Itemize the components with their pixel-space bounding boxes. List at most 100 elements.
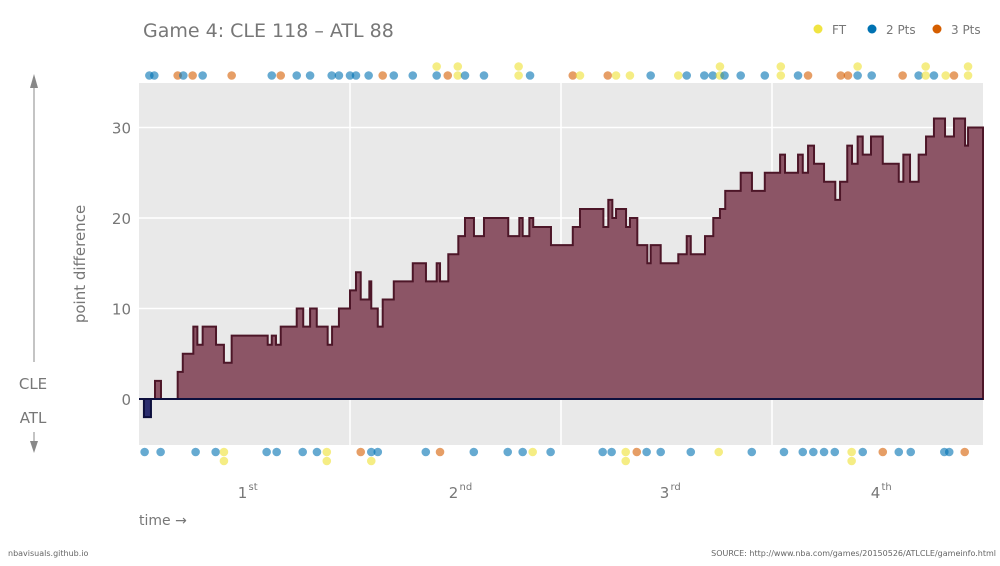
cle-score-dot-2pts [793,71,803,80]
atl-score-dot-ft [714,447,724,457]
atl-score-dot-2pts [366,447,376,457]
cle-score-dot-ft [611,71,621,80]
quarter-label: 3 [660,484,670,502]
cle-score-dot-ft [575,71,585,80]
quarter-label-suffix: nd [460,482,473,493]
cle-score-dot-ft [941,71,951,80]
atl-score-dot-2pts [607,447,616,457]
cle-arrow-icon [30,74,38,88]
atl-score-dot-2pts [819,447,829,457]
y-tick-label: 20 [112,210,131,228]
atl-score-dot-2pts [809,447,818,457]
cle-score-dot-ft [921,71,930,80]
atl-score-dot-ft [621,456,631,466]
atl-score-dot-3pts [960,447,970,457]
atl-score-dot-ft [219,456,229,466]
atl-score-dot-2pts [298,447,308,457]
cle-score-dot-2pts [351,71,361,80]
atl-score-dot-2pts [944,447,954,457]
cle-score-dot-2pts [179,71,188,80]
cle-score-dot-2pts [525,71,535,80]
atl-score-dot-2pts [894,447,904,457]
cle-score-dot-2pts [760,71,770,80]
legend-3pts-swatch [932,24,942,34]
atl-score-dot-2pts [546,447,555,457]
atl-score-dot-ft [621,447,631,457]
atl-score-dot-2pts [262,447,271,457]
cle-score-dot-ft [921,62,930,71]
cle-score-dot-2pts [389,71,399,80]
y-tick-label: 30 [112,120,131,138]
cle-score-dot-2pts [460,71,470,80]
cle-score-dot-3pts [378,71,388,80]
x-axis-label: time → [139,513,187,529]
cle-score-dot-2pts [149,71,159,80]
atl-score-dot-2pts [191,447,200,457]
source-credit: SOURCE: http://www.nba.com/games/2015052… [711,549,996,558]
atl-score-dot-ft [847,447,856,457]
atl-score-dot-2pts [211,447,220,457]
atl-score-dot-2pts [469,447,479,457]
cle-score-dot-2pts [929,71,939,80]
atl-score-dot-2pts [503,447,513,457]
atl-score-dot-2pts [656,447,665,457]
cle-score-dot-2pts [700,71,709,80]
cle-score-dot-3pts [949,71,959,80]
site-credit: nbavisuals.github.io [8,549,89,558]
atl-lead-area [139,398,983,419]
cle-score-dot-2pts [198,71,207,80]
quarter-label-suffix: th [882,482,892,493]
cle-score-dot-2pts [736,71,746,80]
cle-score-dot-2pts [914,71,923,80]
cle-score-dot-2pts [708,71,718,80]
atl-score-dot-2pts [858,447,868,457]
atl-score-dot-2pts [598,447,607,457]
cle-score-dot-ft [673,71,683,80]
atl-score-dot-ft [322,447,332,457]
quarter-label: 2 [449,484,459,502]
atl-score-dot-2pts [830,447,840,457]
legend-3pts-label: 3 Pts [951,23,981,37]
chart-title: Game 4: CLE 118 – ATL 88 [143,20,394,42]
quarter-label-suffix: st [249,482,258,493]
cle-score-dot-ft [514,62,523,71]
cle-score-dot-3pts [276,71,286,80]
legend-2pts-label: 2 Pts [886,23,916,37]
atl-score-dot-2pts [140,447,149,457]
cle-score-dot-2pts [334,71,344,80]
team-below-label: ATL [20,409,47,427]
atl-score-dot-ft [219,447,229,457]
cle-score-dot-ft [514,71,523,80]
atl-score-dot-3pts [356,447,366,457]
atl-arrow-icon [30,441,38,453]
atl-score-dot-ft [528,447,537,457]
cle-score-dot-2pts [364,71,373,80]
cle-score-dot-2pts [267,71,277,80]
atl-score-dot-2pts [421,447,431,457]
cle-score-dot-2pts [682,71,692,80]
lead-area [139,117,984,419]
cle-score-dot-3pts [227,71,236,80]
cle-score-dot-ft [715,62,725,71]
legend-2pts-swatch [867,24,877,34]
atl-score-dot-2pts [686,447,696,457]
y-tick-labels: 0 10 20 30 [112,120,131,410]
atl-score-dot-2pts [373,447,383,457]
cle-score-dot-3pts [843,71,853,80]
legend-ft-swatch [813,24,823,34]
cle-score-dot-ft [453,71,463,80]
atl-score-dot-2pts [798,447,808,457]
cle-score-dot-3pts [898,71,907,80]
atl-score-dot-2pts [312,447,322,457]
cle-score-dot-3pts [603,71,613,80]
atl-score-dot-3pts [632,447,642,457]
cle-score-dot-ft [453,62,463,71]
cle-score-dot-2pts [479,71,489,80]
cle-score-dot-ft [853,62,862,71]
atl-score-dot-2pts [518,447,527,457]
quarter-label-suffix: rd [671,482,681,493]
quarter-label: 1 [238,484,248,502]
atl-score-dot-2pts [747,447,757,457]
cle-score-dot-3pts [568,71,578,80]
